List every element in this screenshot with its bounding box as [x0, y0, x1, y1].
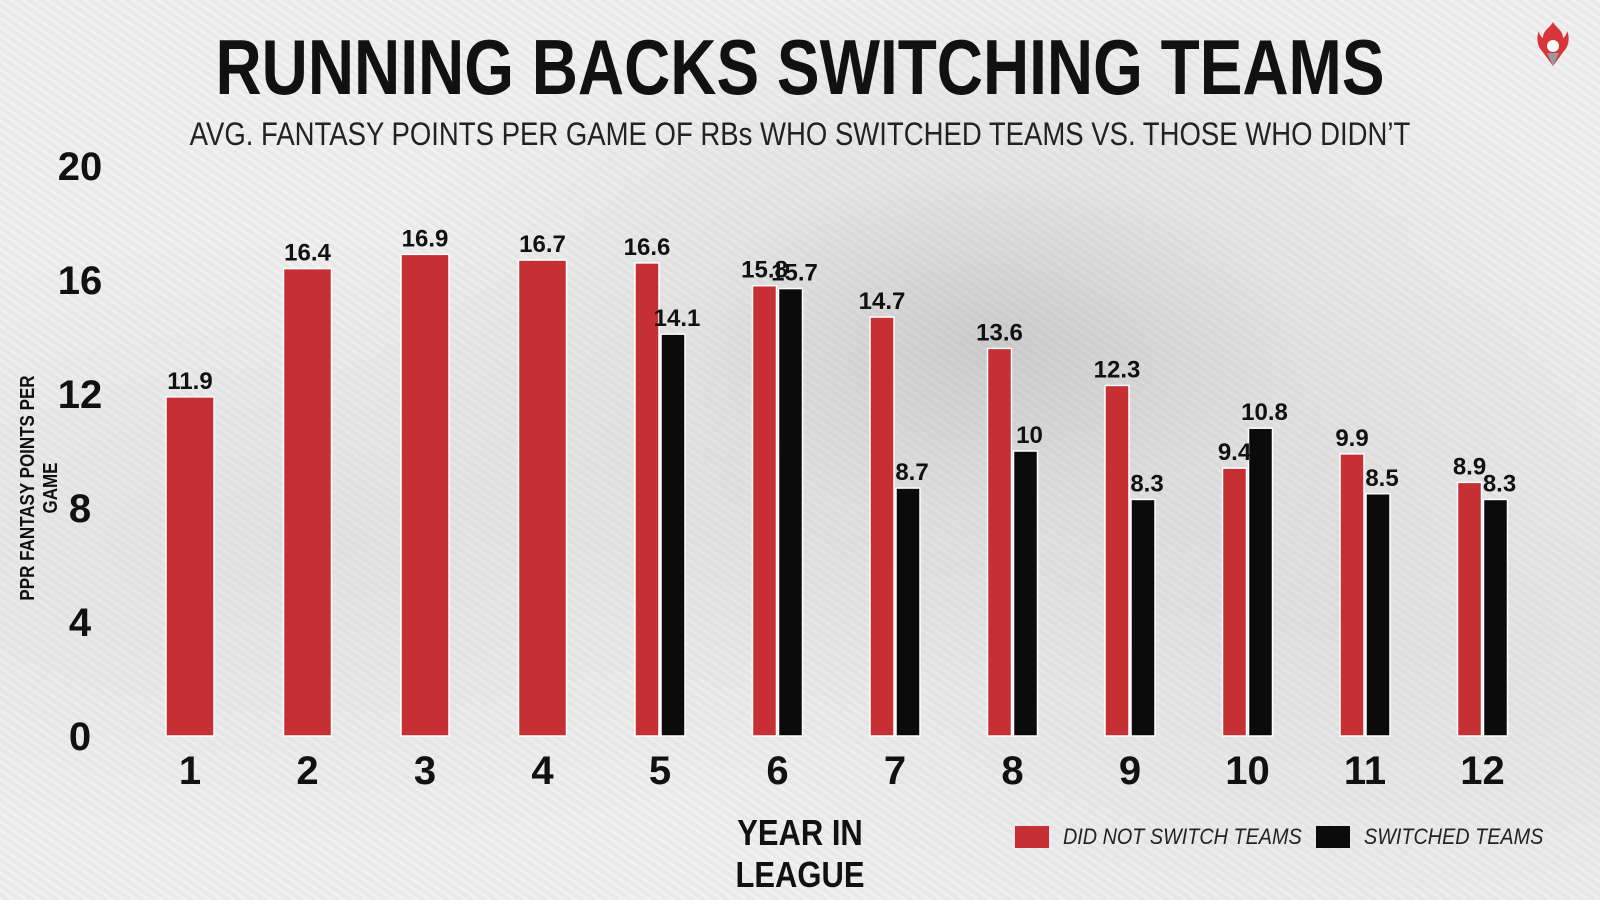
data-label-not-switched: 13.6	[976, 319, 1023, 346]
x-tick-label: 2	[296, 749, 318, 793]
data-label-switched: 10.8	[1241, 399, 1288, 426]
y-tick-label: 0	[69, 715, 91, 759]
x-tick-label: 3	[414, 749, 436, 793]
data-label-switched: 8.7	[895, 459, 928, 486]
bar-not-switched	[1339, 453, 1365, 737]
x-axis-ticks: 1 2 3 4 5 6 7 8 9 10 11 12	[179, 749, 1505, 793]
data-label-switched: 15.7	[771, 260, 818, 287]
data-label-not-switched: 9.4	[1218, 439, 1252, 466]
y-tick-label: 20	[58, 145, 103, 189]
data-label-not-switched: 8.9	[1453, 453, 1486, 480]
data-label-switched: 8.3	[1483, 470, 1516, 497]
chart-subtitle: AVG. FANTASY POINTS PER GAME OF RBs WHO …	[189, 116, 1411, 152]
bar-switched	[777, 287, 804, 737]
x-tick-label: 9	[1119, 749, 1141, 793]
x-tick-label: 5	[649, 749, 671, 793]
bar-switched	[1012, 450, 1039, 737]
bar-not-switched	[869, 316, 895, 737]
data-labels: 11.9 16.4 16.9 16.7 16.6 14.1 15.815.7 14.7 8.7 1…	[167, 225, 1516, 497]
data-label-not-switched: 14.7	[859, 288, 906, 315]
x-tick-label: 10	[1225, 749, 1270, 793]
bar-switched	[1247, 427, 1274, 737]
data-label-not-switched: 15.8	[741, 257, 788, 284]
x-tick-label: 7	[884, 749, 906, 793]
data-label-switched: 8.3	[1130, 470, 1163, 497]
data-label-not-switched: 12.3	[1094, 356, 1141, 383]
x-tick-label: 4	[531, 749, 554, 793]
data-label-not-switched: 16.6	[624, 234, 671, 261]
data-label-not-switched: 16.4	[284, 240, 331, 267]
x-tick-label: 6	[766, 749, 788, 793]
chart-title: RUNNING BACKS SWITCHING TEAMS	[215, 23, 1385, 111]
data-label-switched: 14.1	[654, 305, 701, 332]
data-label-switched: 10	[1016, 422, 1043, 449]
data-label-switched: 8.5	[1365, 465, 1398, 492]
x-tick-label: 12	[1460, 749, 1505, 793]
bar-not-switched	[751, 284, 778, 737]
bar-not-switched	[1456, 481, 1483, 737]
data-label-not-switched: 11.9	[167, 368, 212, 395]
y-tick-label: 4	[69, 601, 92, 645]
bar-not-switched	[517, 259, 568, 737]
flame-logo-icon	[1537, 22, 1569, 66]
data-label-not-switched: 16.7	[519, 231, 566, 258]
x-tick-label: 11	[1344, 749, 1386, 793]
bar-switched	[895, 487, 921, 737]
x-tick-label: 8	[1001, 749, 1023, 793]
legend-label-not-switched: DID NOT SWITCH TEAMS	[1063, 824, 1302, 849]
y-axis-ticks: 0 4 8 12 16 20	[58, 145, 103, 759]
legend-item-switched: SWITCHED TEAMS	[1316, 822, 1563, 852]
bar-not-switched	[400, 253, 450, 737]
bars	[165, 253, 1509, 737]
x-tick-label: 1	[179, 749, 201, 793]
legend-swatch-switched	[1316, 826, 1350, 848]
bar-not-switched	[165, 396, 215, 737]
data-label-not-switched: 9.9	[1335, 425, 1368, 452]
bar-not-switched	[1221, 467, 1248, 737]
data-label-not-switched: 16.9	[402, 225, 449, 252]
x-axis-label: YEAR IN LEAGUE	[735, 812, 865, 895]
y-tick-label: 8	[69, 487, 91, 531]
bar-switched	[1482, 498, 1509, 737]
bar-not-switched	[1104, 384, 1130, 737]
bar-not-switched	[282, 267, 333, 737]
y-tick-label: 12	[58, 373, 103, 417]
bar-not-switched	[986, 347, 1013, 737]
bar-switched	[660, 333, 686, 737]
legend-swatch-not-switched	[1015, 826, 1049, 848]
bar-switched	[1365, 493, 1391, 737]
legend-label-switched: SWITCHED TEAMS	[1364, 824, 1544, 849]
legend-item-not-switched: DID NOT SWITCH TEAMS	[1015, 822, 1328, 852]
bar-not-switched	[634, 262, 660, 737]
y-tick-label: 16	[58, 259, 103, 303]
bar-switched	[1130, 498, 1156, 737]
